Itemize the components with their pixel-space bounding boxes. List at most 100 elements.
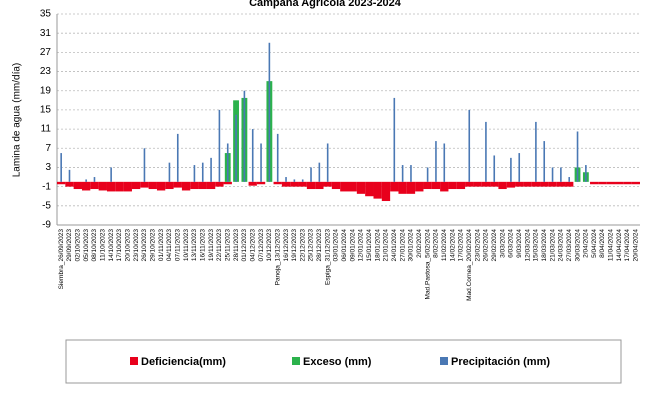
x-tick-label: 20/10/2023 <box>125 229 132 262</box>
y-tick-label: 11 <box>41 124 52 135</box>
bar <box>193 165 196 182</box>
bar <box>393 97 396 182</box>
bar <box>631 181 640 185</box>
y-tick-label: 27 <box>40 47 52 58</box>
bar <box>543 141 546 182</box>
bar <box>465 181 474 187</box>
y-tick-label: 23 <box>40 66 52 77</box>
bar <box>206 181 216 190</box>
x-tick-label: 29/09/2023 <box>66 229 73 262</box>
bar <box>518 153 521 182</box>
bar <box>143 148 146 182</box>
bar <box>235 114 237 182</box>
bar <box>106 181 116 192</box>
bar <box>148 181 157 190</box>
bar <box>440 181 449 192</box>
bar <box>168 162 171 182</box>
chart-title: Campaña Agrícola 2023-2024 <box>249 0 402 9</box>
bar <box>401 165 404 182</box>
x-tick-label: 27/03/2024 <box>566 229 573 262</box>
bar <box>318 162 321 182</box>
bar <box>306 181 316 190</box>
bar <box>565 181 574 187</box>
bar <box>326 143 329 182</box>
bar <box>93 177 96 182</box>
bar <box>498 181 507 190</box>
x-tick-label: 30/03/2024 <box>574 229 581 262</box>
bar <box>490 181 499 187</box>
x-tick-label: Espiga_31/12/2023 <box>324 229 331 285</box>
x-tick-label: Mad.Cornea_20/02/2024 <box>466 229 473 301</box>
x-tick-label: 26/10/2023 <box>141 229 148 262</box>
bar <box>515 181 524 187</box>
bar <box>273 181 282 185</box>
bar <box>390 181 399 192</box>
bar <box>576 131 579 182</box>
x-tick-label: 17/10/2023 <box>116 229 123 262</box>
x-tick-label: 19/11/2023 <box>208 229 215 261</box>
bar <box>198 181 207 190</box>
y-tick-label: 31 <box>40 28 52 39</box>
bar <box>531 181 541 187</box>
legend-swatch <box>440 357 448 365</box>
bar <box>140 181 149 188</box>
bar <box>115 181 124 192</box>
x-tick-label: 14/02/2024 <box>449 229 456 262</box>
bar <box>606 181 616 185</box>
bar <box>340 181 349 192</box>
bar <box>560 167 562 182</box>
x-tick-label: 18/01/2024 <box>374 229 381 262</box>
bar <box>473 181 482 187</box>
bar <box>226 143 229 182</box>
bar <box>331 181 341 190</box>
x-tick-label: 06/01/2024 <box>341 229 348 262</box>
y-tick-label: 35 <box>40 9 52 20</box>
x-tick-label: 6/03/2024 <box>508 229 515 258</box>
bar <box>290 181 299 187</box>
bar <box>523 181 532 187</box>
legend-label: Precipitación (mm) <box>451 356 550 368</box>
x-tick-label: 22/11/2023 <box>216 229 223 261</box>
bar <box>456 181 466 190</box>
x-tick-label: 17/04/2024 <box>624 229 631 262</box>
bar <box>323 181 332 187</box>
bar <box>406 181 416 194</box>
bar <box>590 181 599 185</box>
bar <box>348 181 357 192</box>
bar <box>110 167 112 182</box>
bar <box>60 153 62 182</box>
bar <box>315 181 324 190</box>
x-tick-label: 8/04/2024 <box>599 229 606 258</box>
x-tick-label: 19/12/2023 <box>291 229 298 262</box>
x-tick-label: 28/11/2023 <box>233 229 240 261</box>
x-tick-label: 15/03/2024 <box>533 229 540 262</box>
bar <box>535 121 537 182</box>
bar <box>201 162 204 182</box>
x-tick-label: 29/10/2023 <box>149 229 156 262</box>
x-tick-label: 26/02/2024 <box>483 229 490 262</box>
bar <box>131 181 141 190</box>
x-tick-label: 11/10/2023 <box>100 229 107 261</box>
bar <box>443 143 446 182</box>
x-tick-label: 5/04/2024 <box>591 229 598 258</box>
bar <box>423 181 432 190</box>
bar <box>276 133 279 182</box>
bar <box>123 181 132 192</box>
bar <box>57 181 66 185</box>
x-tick-label: 27/01/2024 <box>399 229 406 262</box>
x-tick-label: 04/12/2023 <box>249 229 256 262</box>
x-tick-label: 12/03/2024 <box>524 229 531 262</box>
x-tick-label: 17/02/2024 <box>458 229 465 262</box>
x-tick-label: 13/11/2023 <box>191 229 198 261</box>
bar <box>551 167 554 182</box>
x-tick-label: 29/02/2024 <box>491 229 498 262</box>
x-tick-label: 28/12/2023 <box>316 229 323 262</box>
bar <box>223 181 232 185</box>
bar <box>435 141 437 182</box>
x-tick-label: 15/01/2024 <box>366 229 373 262</box>
x-tick-label: 9/03/2024 <box>516 229 523 258</box>
x-tick-label: 05/10/2023 <box>83 229 90 262</box>
x-tick-label: 18/03/2024 <box>541 229 548 262</box>
bar <box>215 181 224 187</box>
